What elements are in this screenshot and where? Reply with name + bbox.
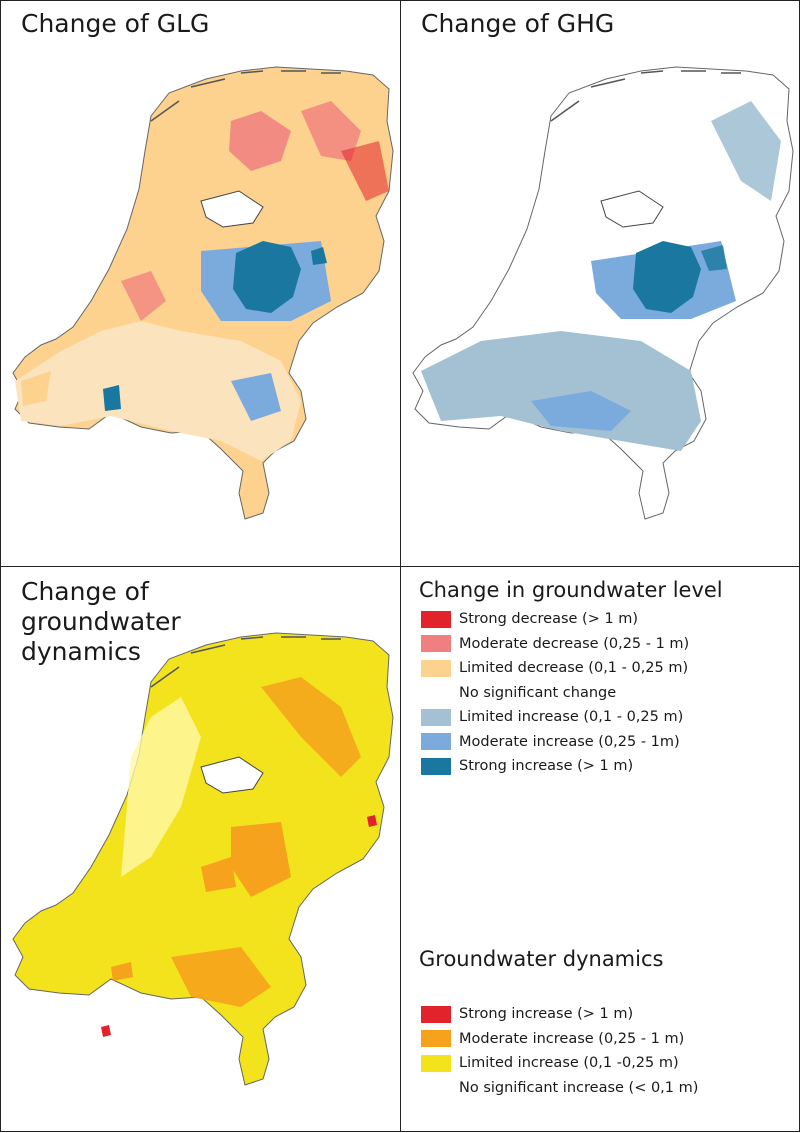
legend-level-item: Moderate increase (0,25 - 1m)	[421, 732, 680, 752]
panel-title-dynamics-line-2: groundwater	[21, 607, 181, 636]
legend-dynamics-label: Moderate increase (0,25 - 1 m)	[459, 1030, 685, 1047]
legend-dynamics-title: Groundwater dynamics	[419, 947, 664, 971]
ghg-map	[412, 66, 794, 520]
legend-level-label: Strong increase (> 1 m)	[459, 758, 634, 774]
legend-dynamics-label: Limited increase (0,1 -0,25 m)	[459, 1055, 679, 1071]
panel-title-dynamics: Change of groundwater dynamics	[21, 577, 241, 667]
legend-level-item: Limited increase (0,1 - 0,25 m)	[421, 707, 683, 727]
map-panel-dynamics: Change of groundwater dynamics	[0, 566, 400, 1132]
legend-dynamics-label: Strong increase (> 1 m)	[459, 1006, 634, 1022]
legend-level-item: No significant change	[421, 683, 616, 703]
legend-level-item: Strong decrease (> 1 m)	[421, 609, 638, 629]
legend-level-item: Strong increase (> 1 m)	[421, 756, 633, 776]
legend-dynamics-item: Strong increase (> 1 m)	[421, 1004, 633, 1024]
legend-dynamics-swatch	[421, 1054, 451, 1072]
legend-level-swatch	[421, 635, 451, 652]
legend-panel: Change in groundwater level Strong decre…	[400, 566, 800, 1132]
legend-level-label: Limited decrease (0,1 - 0,25 m)	[459, 660, 689, 676]
legend-level-item: Moderate decrease (0,25 - 1 m)	[421, 634, 689, 654]
panel-title-dynamics-line-3: dynamics	[21, 637, 141, 666]
legend-level-swatch	[421, 757, 451, 775]
glg-map	[12, 66, 394, 520]
legend-level-label: Moderate increase (0,25 - 1m)	[459, 733, 680, 750]
legend-level-item: Limited decrease (0,1 - 0,25 m)	[421, 658, 688, 678]
legend-level-swatch	[421, 708, 451, 726]
legend-level-swatch	[421, 610, 451, 628]
map-panel-glg: Change of GLG	[0, 0, 400, 566]
legend-dynamics-item: No significant increase (< 0,1 m)	[421, 1078, 698, 1098]
legend-dynamics-item: Moderate increase (0,25 - 1 m)	[421, 1029, 684, 1049]
legend-level-label: No significant change	[459, 684, 617, 701]
legend-dynamics-swatch	[421, 1079, 451, 1096]
dynamics-map	[12, 632, 394, 1086]
legend-level-label: Limited increase (0,1 - 0,25 m)	[459, 709, 684, 725]
legend-dynamics-label: No significant increase (< 0,1 m)	[459, 1079, 699, 1096]
legend-dynamics-item: Limited increase (0,1 -0,25 m)	[421, 1053, 679, 1073]
panel-title-glg: Change of GLG	[21, 9, 210, 38]
map-panel-ghg: Change of GHG	[400, 0, 800, 566]
legend-level-swatch	[421, 684, 451, 701]
legend-level-swatch	[421, 659, 451, 677]
legend-dynamics-swatch	[421, 1030, 451, 1047]
legend-dynamics-swatch	[421, 1005, 451, 1023]
legend-level-title: Change in groundwater level	[419, 578, 723, 602]
legend-level-swatch	[421, 733, 451, 750]
legend-level-label: Moderate decrease (0,25 - 1 m)	[459, 635, 690, 652]
panel-title-dynamics-line-1: Change of	[21, 577, 149, 606]
legend-level-label: Strong decrease (> 1 m)	[459, 611, 639, 627]
panel-title-ghg: Change of GHG	[421, 9, 615, 38]
